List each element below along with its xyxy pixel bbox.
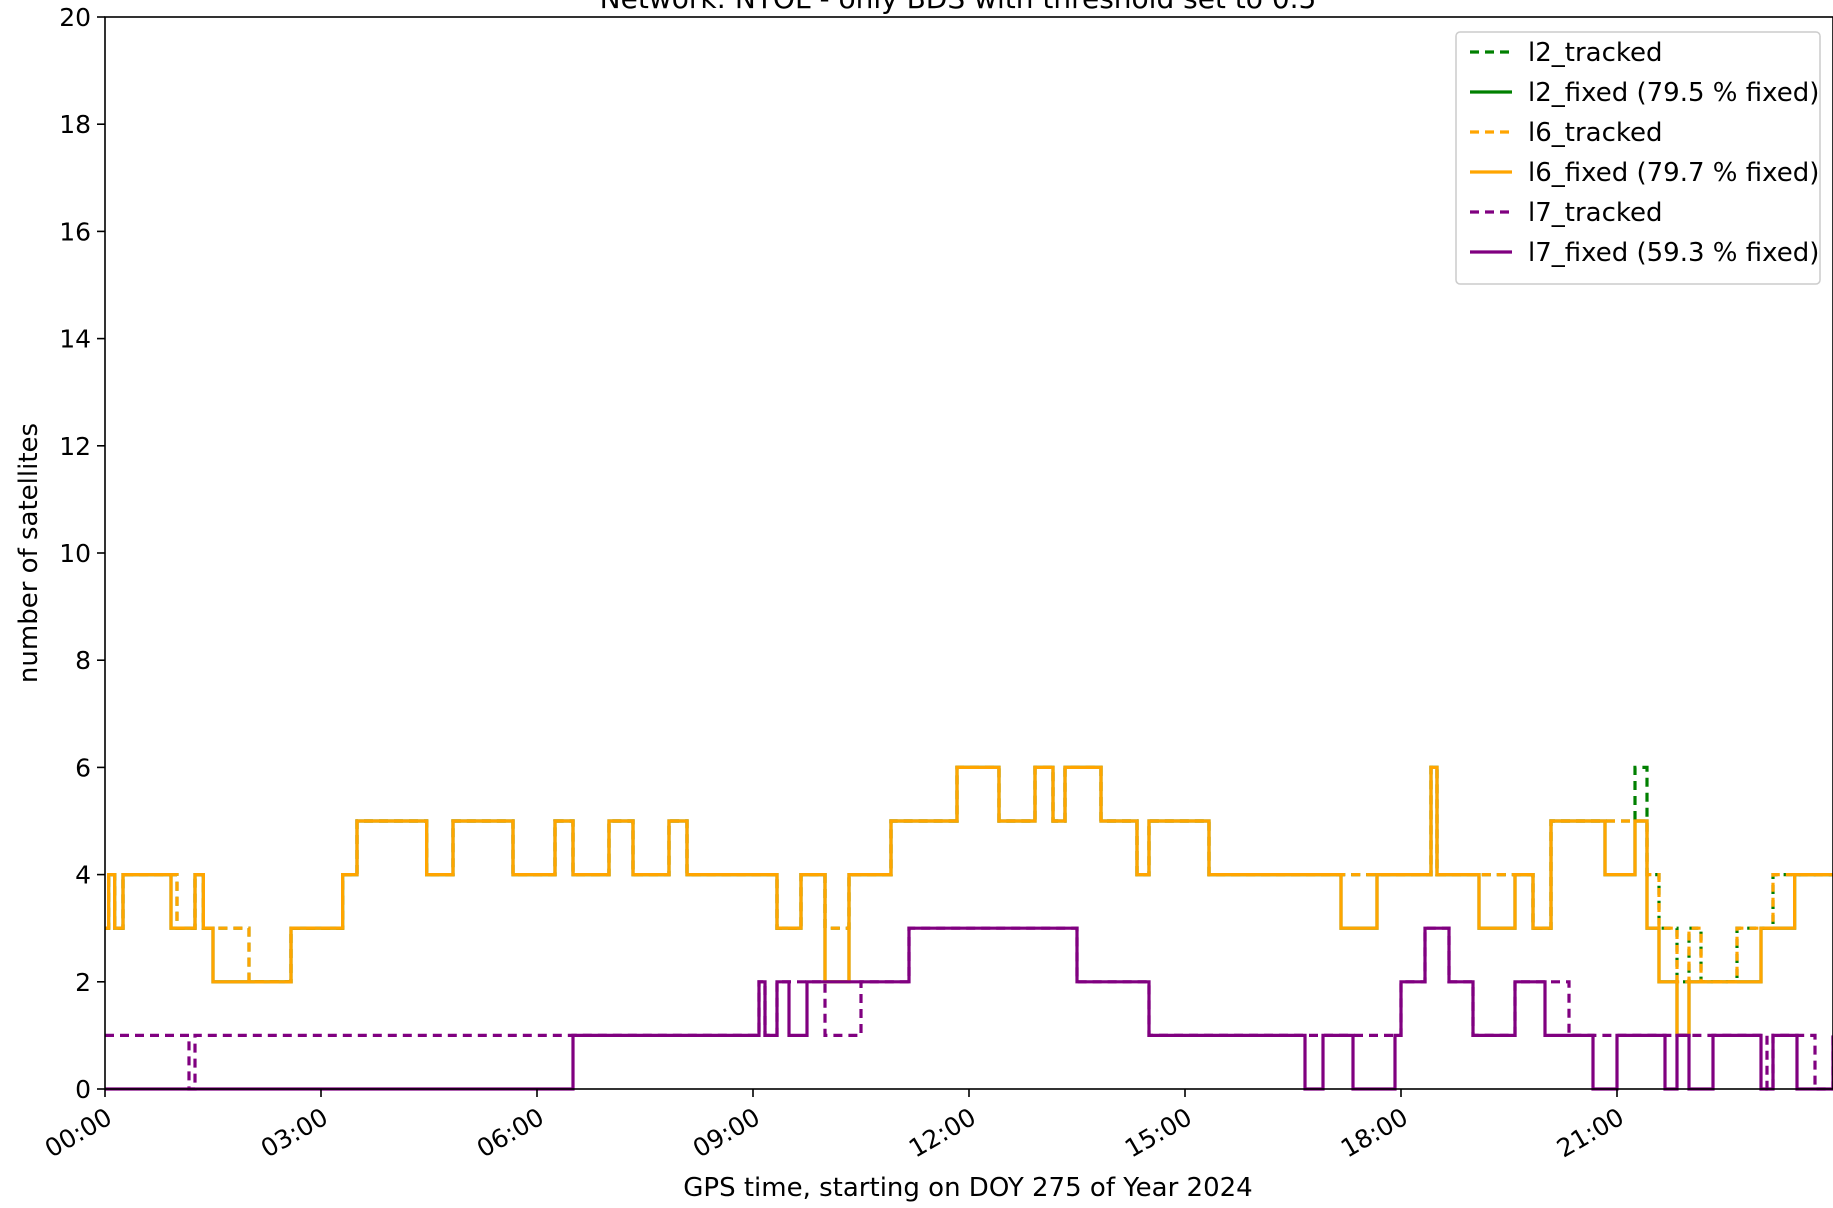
legend-label: l6_tracked (1528, 118, 1663, 148)
legend-label: l7_fixed (59.3 % fixed) (1528, 238, 1819, 268)
legend-label: l2_tracked (1528, 38, 1663, 68)
y-tick-label: 4 (75, 861, 91, 890)
series-line-l6-fixed (105, 765, 1833, 1037)
legend-label: l7_tracked (1528, 198, 1663, 228)
y-tick-label: 2 (75, 968, 91, 997)
chart-title: Network: NTOL - only BDS with threshold … (600, 0, 1317, 15)
legend-label: l2_fixed (79.5 % fixed) (1528, 78, 1819, 108)
y-tick-label: 0 (75, 1075, 91, 1104)
y-tick-label: 18 (59, 110, 91, 139)
y-tick-label: 8 (75, 646, 91, 675)
y-axis: 0 2 4 6 8 10 12 14 16 18 20 (59, 3, 105, 1104)
legend-box (1455, 31, 1821, 285)
y-tick-label: 20 (59, 3, 91, 32)
series-layer (105, 765, 1833, 1091)
y-tick-label: 16 (59, 217, 91, 246)
y-tick-label: 10 (59, 539, 91, 568)
y-tick-label: 12 (59, 432, 91, 461)
x-axis-label: GPS time, starting on DOY 275 of Year 20… (683, 1173, 1252, 1203)
y-axis-label: number of satellites (14, 423, 44, 683)
legend: l2_tracked l2_fixed (79.5 % fixed) l6_trac… (1455, 31, 1821, 285)
y-tick-label: 14 (59, 325, 91, 354)
y-tick-label: 6 (75, 753, 91, 782)
legend-label: l6_fixed (79.7 % fixed) (1528, 158, 1819, 188)
